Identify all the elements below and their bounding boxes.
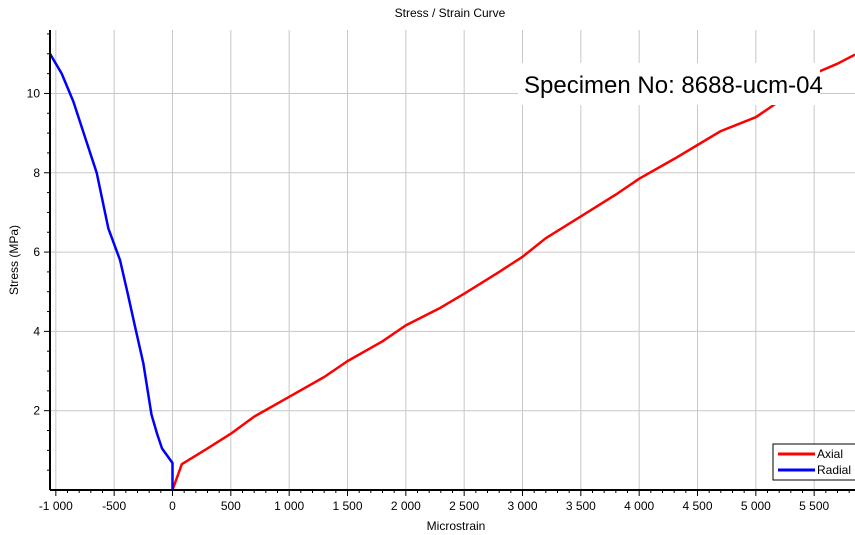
x-tick-label: 500 — [221, 499, 241, 513]
x-tick-label: 4 500 — [682, 499, 712, 513]
annotation-background — [518, 63, 820, 105]
x-tick-label: 1 500 — [332, 499, 362, 513]
y-tick-label: 4 — [33, 324, 40, 338]
x-tick-label: 2 000 — [391, 499, 421, 513]
x-tick-label: 2 500 — [449, 499, 479, 513]
y-tick-label: 8 — [33, 166, 40, 180]
x-tick-label: 1 000 — [274, 499, 304, 513]
x-tick-label: -1 000 — [39, 499, 73, 513]
legend: Axial Radial — [772, 443, 855, 481]
y-tick-label: 10 — [27, 86, 41, 100]
chart-title: Stress / Strain Curve — [395, 6, 506, 20]
series-line-radial — [48, 53, 174, 490]
x-tick-label: -500 — [102, 499, 126, 513]
series-line-axial — [171, 53, 855, 491]
y-tick-label: 2 — [33, 404, 40, 418]
x-tick-label: 3 000 — [507, 499, 537, 513]
x-tick-label: 3 500 — [566, 499, 596, 513]
legend-label-radial: Radial — [817, 463, 851, 477]
series-group — [48, 53, 855, 491]
x-axis-ticks: -1 000 -500 0 500 1 000 1 500 2 000 2 500 3 000 3… — [39, 490, 850, 513]
y-axis-label: Stress (MPa) — [7, 225, 21, 295]
grid — [50, 30, 855, 490]
x-axis-label: Microstrain — [427, 519, 486, 533]
y-axis-ticks: 2 4 6 8 10 — [27, 33, 50, 471]
legend-box — [772, 443, 855, 481]
x-tick-label: 5 000 — [741, 499, 771, 513]
x-tick-label: 4 000 — [624, 499, 654, 513]
legend-label-axial: Axial — [817, 447, 843, 461]
x-tick-label: 0 — [169, 499, 176, 513]
specimen-annotation: Specimen No: 8688-ucm-04 — [524, 72, 823, 99]
y-tick-label: 6 — [33, 245, 40, 259]
x-tick-label: 5 500 — [799, 499, 829, 513]
